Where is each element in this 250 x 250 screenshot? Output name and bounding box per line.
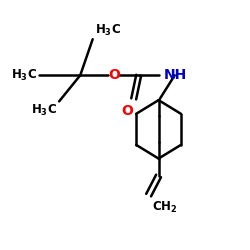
Text: $\mathregular{CH_2}$: $\mathregular{CH_2}$ <box>152 200 178 215</box>
Text: $\mathregular{H_3C}$: $\mathregular{H_3C}$ <box>95 23 121 38</box>
Text: O: O <box>121 104 133 118</box>
Text: O: O <box>108 68 120 82</box>
Text: $\mathregular{H_3C}$: $\mathregular{H_3C}$ <box>31 102 57 118</box>
Text: $\mathregular{H_3C}$: $\mathregular{H_3C}$ <box>11 68 37 83</box>
Text: NH: NH <box>164 68 187 82</box>
